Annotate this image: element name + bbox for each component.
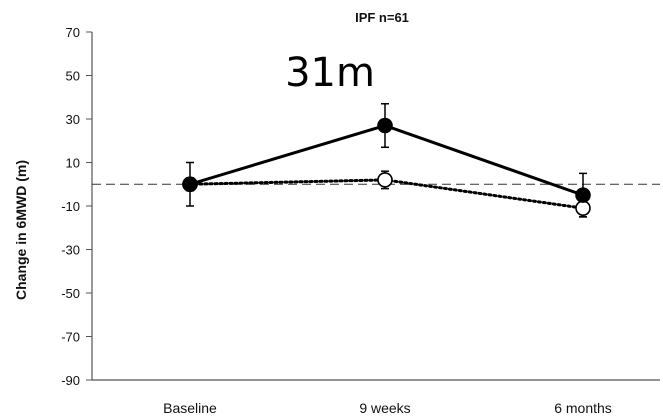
y-tick-label: -30 (61, 243, 80, 258)
y-tick-label: 50 (66, 69, 80, 84)
data-point-open (377, 172, 393, 188)
x-tick-label: Baseline (163, 400, 217, 416)
series-group (182, 103, 591, 218)
y-tick-label: 30 (66, 112, 80, 127)
data-point-filled (377, 117, 393, 134)
x-tick-label: 6 months (554, 400, 612, 416)
y-axis-label: Change in 6MWD (m) (13, 160, 29, 300)
data-point-filled (182, 176, 198, 193)
data-point-open (575, 200, 591, 216)
y-tick-label: -90 (61, 373, 80, 388)
axes: 70 50 30 10 -10 -30 -50 -70 -90 Baseline 9 weeks 6 … (61, 25, 660, 416)
data-point-filled (575, 187, 591, 203)
y-tick-label: 10 (66, 156, 80, 171)
y-tick-label: -70 (61, 330, 80, 345)
y-tick-label: 70 (66, 25, 80, 40)
y-tick-label: -10 (61, 199, 80, 214)
chart-annotation: 31m (285, 50, 375, 96)
x-tick-label: 9 weeks (359, 400, 410, 416)
chart-title: IPF n=61 (355, 10, 409, 25)
y-tick-label: -50 (61, 286, 80, 301)
